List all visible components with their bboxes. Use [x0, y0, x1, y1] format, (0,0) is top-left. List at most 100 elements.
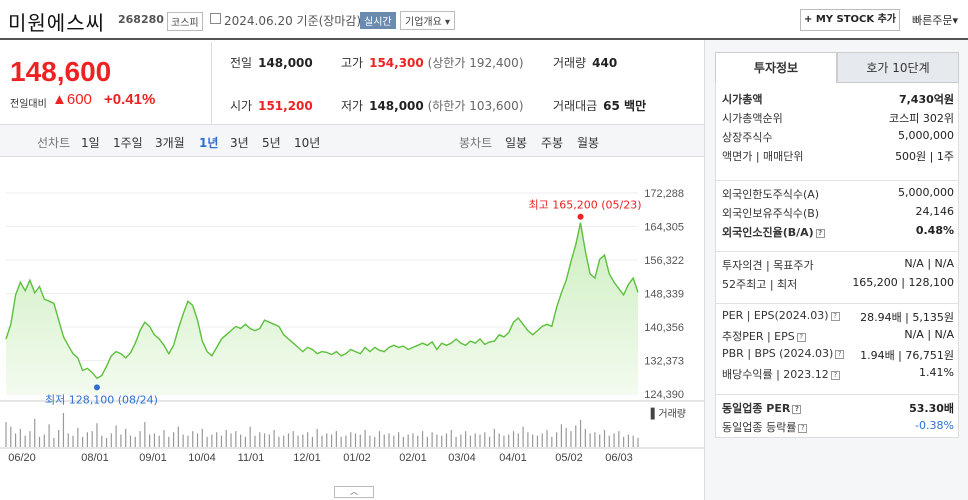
info-value: N/A | N/A	[904, 328, 954, 341]
volume-bar	[53, 437, 55, 447]
volume-bar	[302, 434, 304, 447]
volume-bar	[321, 435, 323, 447]
volume-bar	[316, 428, 318, 447]
volume-bar	[599, 434, 601, 447]
volume-bar	[259, 432, 261, 447]
tab-order-book[interactable]: 호가 10단계	[837, 52, 959, 83]
volume-bar	[460, 434, 462, 447]
volume-bar	[436, 434, 438, 447]
volume-bar	[479, 434, 481, 447]
volume-bar	[96, 423, 98, 447]
volume-bar	[484, 432, 486, 447]
realtime-badge[interactable]: 실시간	[360, 12, 396, 29]
x-tick-label: 06/03	[605, 452, 633, 464]
tab-monthly[interactable]: 월봉	[577, 136, 600, 150]
info-row: 배당수익률 | 2023.12? 1.41%	[722, 366, 954, 382]
info-label: 동일업종 등락률?	[722, 419, 808, 435]
volume-bar	[556, 432, 558, 447]
volume-bar	[263, 433, 266, 447]
add-mystock-button[interactable]: + MY STOCK 추가	[800, 9, 900, 31]
y-tick-label: 172,288	[644, 188, 684, 200]
candle-chart-label: 봉차트	[459, 136, 493, 150]
collapse-chart-button[interactable]: ︿	[334, 486, 374, 498]
tab-1y[interactable]: 1년	[199, 136, 219, 150]
basis-date: 2024.06.20 기준(장마감)	[224, 14, 362, 28]
market-badge: 코스피	[167, 12, 203, 31]
tab-1d[interactable]: 1일	[81, 136, 100, 150]
price-area	[6, 222, 638, 394]
company-overview-button[interactable]: 기업개요 ▾	[400, 11, 456, 30]
stock-code: 268280	[118, 13, 164, 26]
volume-bar	[82, 436, 84, 447]
volume-bar	[187, 435, 189, 447]
tab-investment-info[interactable]: 투자정보	[715, 52, 837, 83]
help-icon[interactable]: ?	[798, 423, 808, 433]
volume-bar	[177, 426, 179, 447]
y-tick-label: 164,305	[644, 222, 684, 234]
help-icon[interactable]: ?	[796, 332, 806, 342]
info-label: 외국인소진율(B/A)?	[722, 224, 825, 240]
row-divider	[716, 251, 958, 252]
row-divider	[716, 180, 958, 181]
quote-prev-close: 전일 148,000	[230, 56, 313, 70]
info-row: 투자의견 | 목표주가 N/A | N/A	[722, 257, 954, 273]
investment-info-panel: 투자정보 호가 10단계 시가총액 7,430억원 시가총액순위 코스피 302위 상장…	[704, 40, 968, 500]
info-row: 동일업종 등락률? -0.38%	[722, 419, 954, 435]
info-row: 추정PER | EPS? N/A | N/A	[722, 328, 954, 344]
volume-bar	[465, 431, 467, 447]
x-tick-label: 01/02	[343, 452, 371, 464]
volume-bar	[235, 431, 237, 447]
info-value: -0.38%	[915, 419, 954, 432]
info-value: 코스피 302위	[889, 112, 954, 125]
tab-5y[interactable]: 5년	[262, 136, 281, 150]
volume-bar	[508, 434, 510, 447]
volume-bar	[393, 435, 395, 447]
y-tick-label: 156,322	[644, 255, 684, 267]
help-icon[interactable]: ?	[830, 311, 840, 321]
volume-bar	[632, 435, 634, 447]
x-tick-label: 06/20	[8, 452, 36, 464]
x-tick-label: 04/01	[499, 452, 527, 464]
y-tick-label: 132,373	[644, 356, 684, 368]
volume-bar	[412, 433, 414, 447]
tab-10y[interactable]: 10년	[294, 136, 321, 150]
volume-bar	[498, 433, 500, 447]
info-row: 동일업종 PER? 53.30배	[722, 400, 954, 416]
volume-bar	[225, 430, 227, 447]
price-chart[interactable]: 172,288 164,305 156,322 148,339 140,356 132,3…	[0, 158, 704, 500]
volume-bar	[388, 433, 390, 447]
volume-bar	[560, 424, 562, 447]
volume-bar	[278, 436, 280, 447]
tab-1w[interactable]: 1주일	[113, 136, 143, 150]
divider	[0, 124, 704, 125]
info-value: 28.94배 | 5,135원	[860, 311, 954, 324]
tab-daily[interactable]: 일봉	[505, 136, 528, 150]
quote-volume: 거래량 440	[553, 56, 618, 70]
volume-bar	[29, 431, 31, 447]
price-chart-svg: 172,288 164,305 156,322 148,339 140,356 132,3…	[0, 188, 704, 464]
tab-3m[interactable]: 3개월	[155, 136, 185, 150]
volume-bar	[105, 437, 108, 447]
help-icon[interactable]: ?	[792, 404, 802, 414]
volume-bar	[618, 431, 620, 447]
quote-high: 고가 154,300 (상한가 192,400)	[341, 56, 524, 70]
volume-bar	[575, 425, 577, 447]
volume-bar	[627, 434, 630, 447]
quick-order-button[interactable]: 빠른주문▾	[912, 14, 959, 27]
tab-weekly[interactable]: 주봉	[541, 136, 564, 150]
volume-bar	[345, 435, 347, 447]
row-divider	[716, 303, 958, 304]
stock-header: 미원에스씨 268280 코스피 2024.06.20 기준(장마감) 실시간 …	[0, 0, 968, 40]
volume-label: ▌거래량	[650, 407, 686, 420]
volume-bar	[38, 436, 41, 447]
x-tick-label: 02/01	[399, 452, 427, 464]
help-icon[interactable]: ?	[835, 349, 845, 359]
help-icon[interactable]: ?	[815, 228, 825, 238]
tab-3y[interactable]: 3년	[230, 136, 249, 150]
volume-bar	[326, 433, 328, 447]
volume-bar	[62, 413, 65, 447]
quote-amount: 거래대금 65 백만	[553, 99, 647, 113]
info-value: 165,200 | 128,100	[852, 276, 954, 289]
volume-bar	[163, 430, 165, 447]
help-icon[interactable]: ?	[830, 370, 840, 380]
